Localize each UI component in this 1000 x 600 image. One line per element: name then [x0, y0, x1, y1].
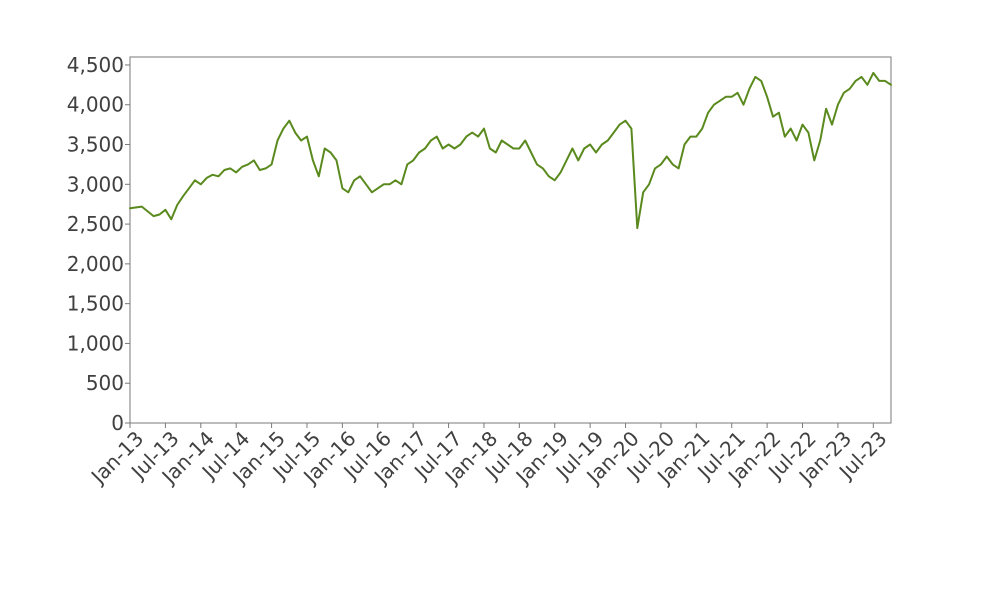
y-tick-label: 0 [111, 411, 124, 435]
x-axis: Jan-13Jul-13Jan-14Jul-14Jan-15Jul-15Jan-… [85, 423, 892, 490]
plot-area [129, 56, 892, 424]
y-tick-label: 2,000 [67, 252, 124, 276]
y-tick-label: 3,500 [67, 133, 124, 157]
y-tick-label: 4,000 [67, 93, 124, 117]
y-tick-label: 500 [86, 371, 124, 395]
y-tick-label: 4,500 [67, 53, 124, 77]
plot-frame [129, 56, 892, 424]
y-tick-label: 3,000 [67, 172, 124, 196]
y-tick-label: 2,500 [67, 212, 124, 236]
y-tick-label: 1,000 [67, 331, 124, 355]
series-line-0 [129, 71, 892, 230]
y-axis: 0 500 1,000 1,500 2,000 2,500 3,000 3,500 4,000 4… [67, 53, 130, 435]
y-tick-label: 1,500 [67, 292, 124, 316]
